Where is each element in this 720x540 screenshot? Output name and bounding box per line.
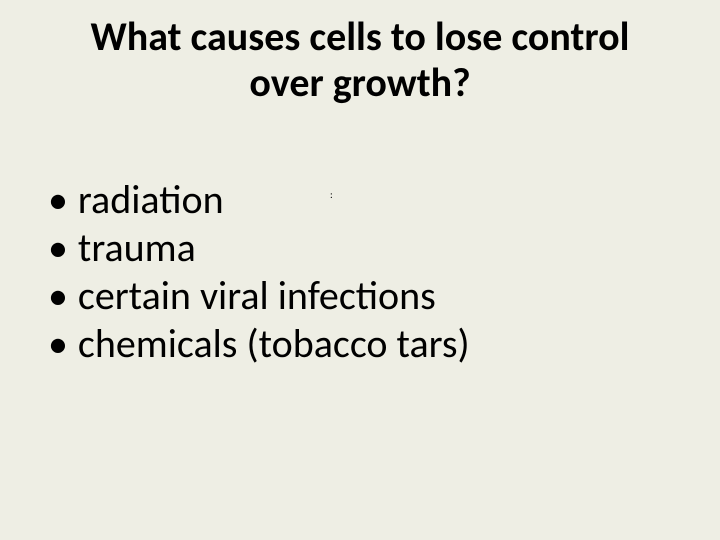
bullet-icon: •: [48, 320, 68, 368]
list-item-text: trauma: [78, 224, 196, 272]
title-line-1: What causes cells to lose control: [0, 14, 720, 60]
bullet-list: • radiation • trauma • certain viral inf…: [48, 176, 672, 368]
list-item: • chemicals (tobacco tars): [48, 320, 672, 368]
bullet-icon: •: [48, 272, 68, 320]
list-item-text: chemicals (tobacco tars): [78, 320, 470, 368]
list-item-text: radiation: [78, 176, 224, 224]
slide: What causes cells to lose control over g…: [0, 0, 720, 540]
list-item: • certain viral infections: [48, 272, 672, 320]
list-item: • trauma: [48, 224, 672, 272]
bullet-icon: •: [48, 176, 68, 224]
stray-colon-mark: :: [330, 188, 333, 201]
list-item-text: certain viral infections: [78, 272, 436, 320]
list-item: • radiation: [48, 176, 672, 224]
bullet-icon: •: [48, 224, 68, 272]
title-line-2: over growth?: [0, 60, 720, 106]
slide-title: What causes cells to lose control over g…: [0, 14, 720, 106]
